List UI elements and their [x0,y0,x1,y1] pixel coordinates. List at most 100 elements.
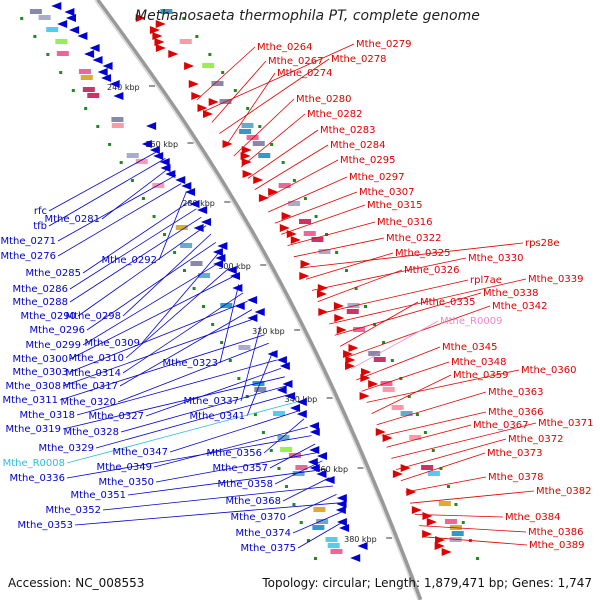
left-gene-label: Mthe_0323 [163,358,219,369]
reverse-gene-arrow [309,446,320,454]
reverse-gene-arrow [165,170,176,178]
track-dot [313,557,317,560]
right-gene-label: Mthe_0367 [473,420,529,431]
leader-line [127,468,327,496]
gene-feature-group [20,2,479,562]
reverse-gene-arrow [276,356,287,364]
leader-line [86,242,216,331]
leader-line [376,391,487,426]
right-gene-label: Mthe_0348 [451,357,507,368]
reverse-gene-arrow [57,20,68,28]
reverse-gene-arrow [309,422,320,430]
leader-line [240,113,306,168]
track-dot [108,143,112,146]
gene-block [38,15,51,20]
leader-line [48,158,166,227]
leader-line [155,452,319,483]
forward-gene-arrow [281,212,292,220]
leader-line [419,525,527,533]
reverse-gene-arrow [350,554,361,562]
gene-block [56,51,69,56]
reverse-gene-arrow [247,296,258,304]
gene-block [278,183,291,188]
leader-line [282,477,330,502]
track-dot [220,341,224,344]
right-gene-label: Mthe_0372 [508,434,564,445]
right-gene-label: Mthe_0267 [268,56,324,67]
right-gene-label: Mthe_0330 [468,253,524,264]
right-gene-label: Mthe_0282 [307,109,363,120]
reverse-gene-arrow [92,56,103,64]
track-dot [314,215,318,218]
leader-line [69,275,235,360]
forward-gene-arrow [336,326,347,334]
forward-gene-arrow [268,188,279,196]
leader-line [145,368,281,417]
track-dot [33,35,37,38]
leader-line [69,208,197,290]
reverse-gene-arrow [101,74,112,82]
leader-line [226,72,276,146]
leader-line [82,258,226,346]
reverse-gene-arrow [197,206,208,214]
tick-label: 320 kbp [252,327,285,336]
leader-line [356,346,441,381]
leader-line [141,250,221,344]
reverse-gene-arrow [336,494,347,502]
left-gene-label: Mthe_0336 [10,473,66,484]
left-gene-label: Mthe_0351 [71,490,127,501]
reverse-gene-arrow [217,242,228,250]
reverse-gene-arrow [153,152,164,160]
leader-line [57,174,177,242]
forward-gene-arrow [334,314,345,322]
reverse-gene-arrow [307,458,318,466]
left-gene-label: Mthe_0288 [13,297,69,308]
forward-gene-arrow [202,110,213,118]
gene-block [55,39,68,44]
right-gene-label: Mthe_0359 [453,370,509,381]
left-gene-label: Mthe_0352 [46,505,102,516]
left-gene-label: Mthe_R0008 [3,458,65,469]
leader-line [77,225,207,317]
reverse-gene-arrow [141,140,152,148]
track-dot [407,395,411,398]
reverse-gene-arrow [296,398,307,406]
left-gene-label: Mthe_0358 [218,479,274,490]
gene-block [353,327,366,332]
leader-line [219,284,240,364]
gene-block [280,447,293,452]
gene-block [111,117,124,122]
reverse-gene-arrow [339,524,350,532]
track-dot [269,449,273,452]
track-dot [382,341,386,344]
leader-line [120,384,289,433]
track-dot [141,197,145,200]
forward-gene-arrow [411,506,422,514]
gene-block [311,237,324,242]
right-gene-label: Mthe_0363 [488,387,544,398]
right-gene-label: Mthe_0345 [442,342,498,353]
gene-block [382,387,395,392]
leader-line [196,46,256,101]
gene-block [29,9,42,14]
track-dot [182,17,186,20]
reverse-gene-arrow [69,26,80,34]
left-gene-label: Mthe_0317 [63,381,119,392]
forward-gene-arrow [258,194,269,202]
leader-line [57,183,182,257]
track-dot [228,359,232,362]
genome-backbone [94,0,423,600]
right-gene-label: Mthe_0371 [538,418,594,429]
leader-line [246,351,274,417]
leader-line [287,221,376,246]
forward-gene-arrow [441,548,452,556]
leader-line [423,536,528,546]
gene-block [135,159,148,164]
forward-gene-arrow [152,32,163,40]
track-dot [84,107,88,110]
forward-gene-arrow [382,434,393,442]
leader-line [122,292,244,374]
track-dot [399,377,403,380]
leader-line [119,309,253,387]
